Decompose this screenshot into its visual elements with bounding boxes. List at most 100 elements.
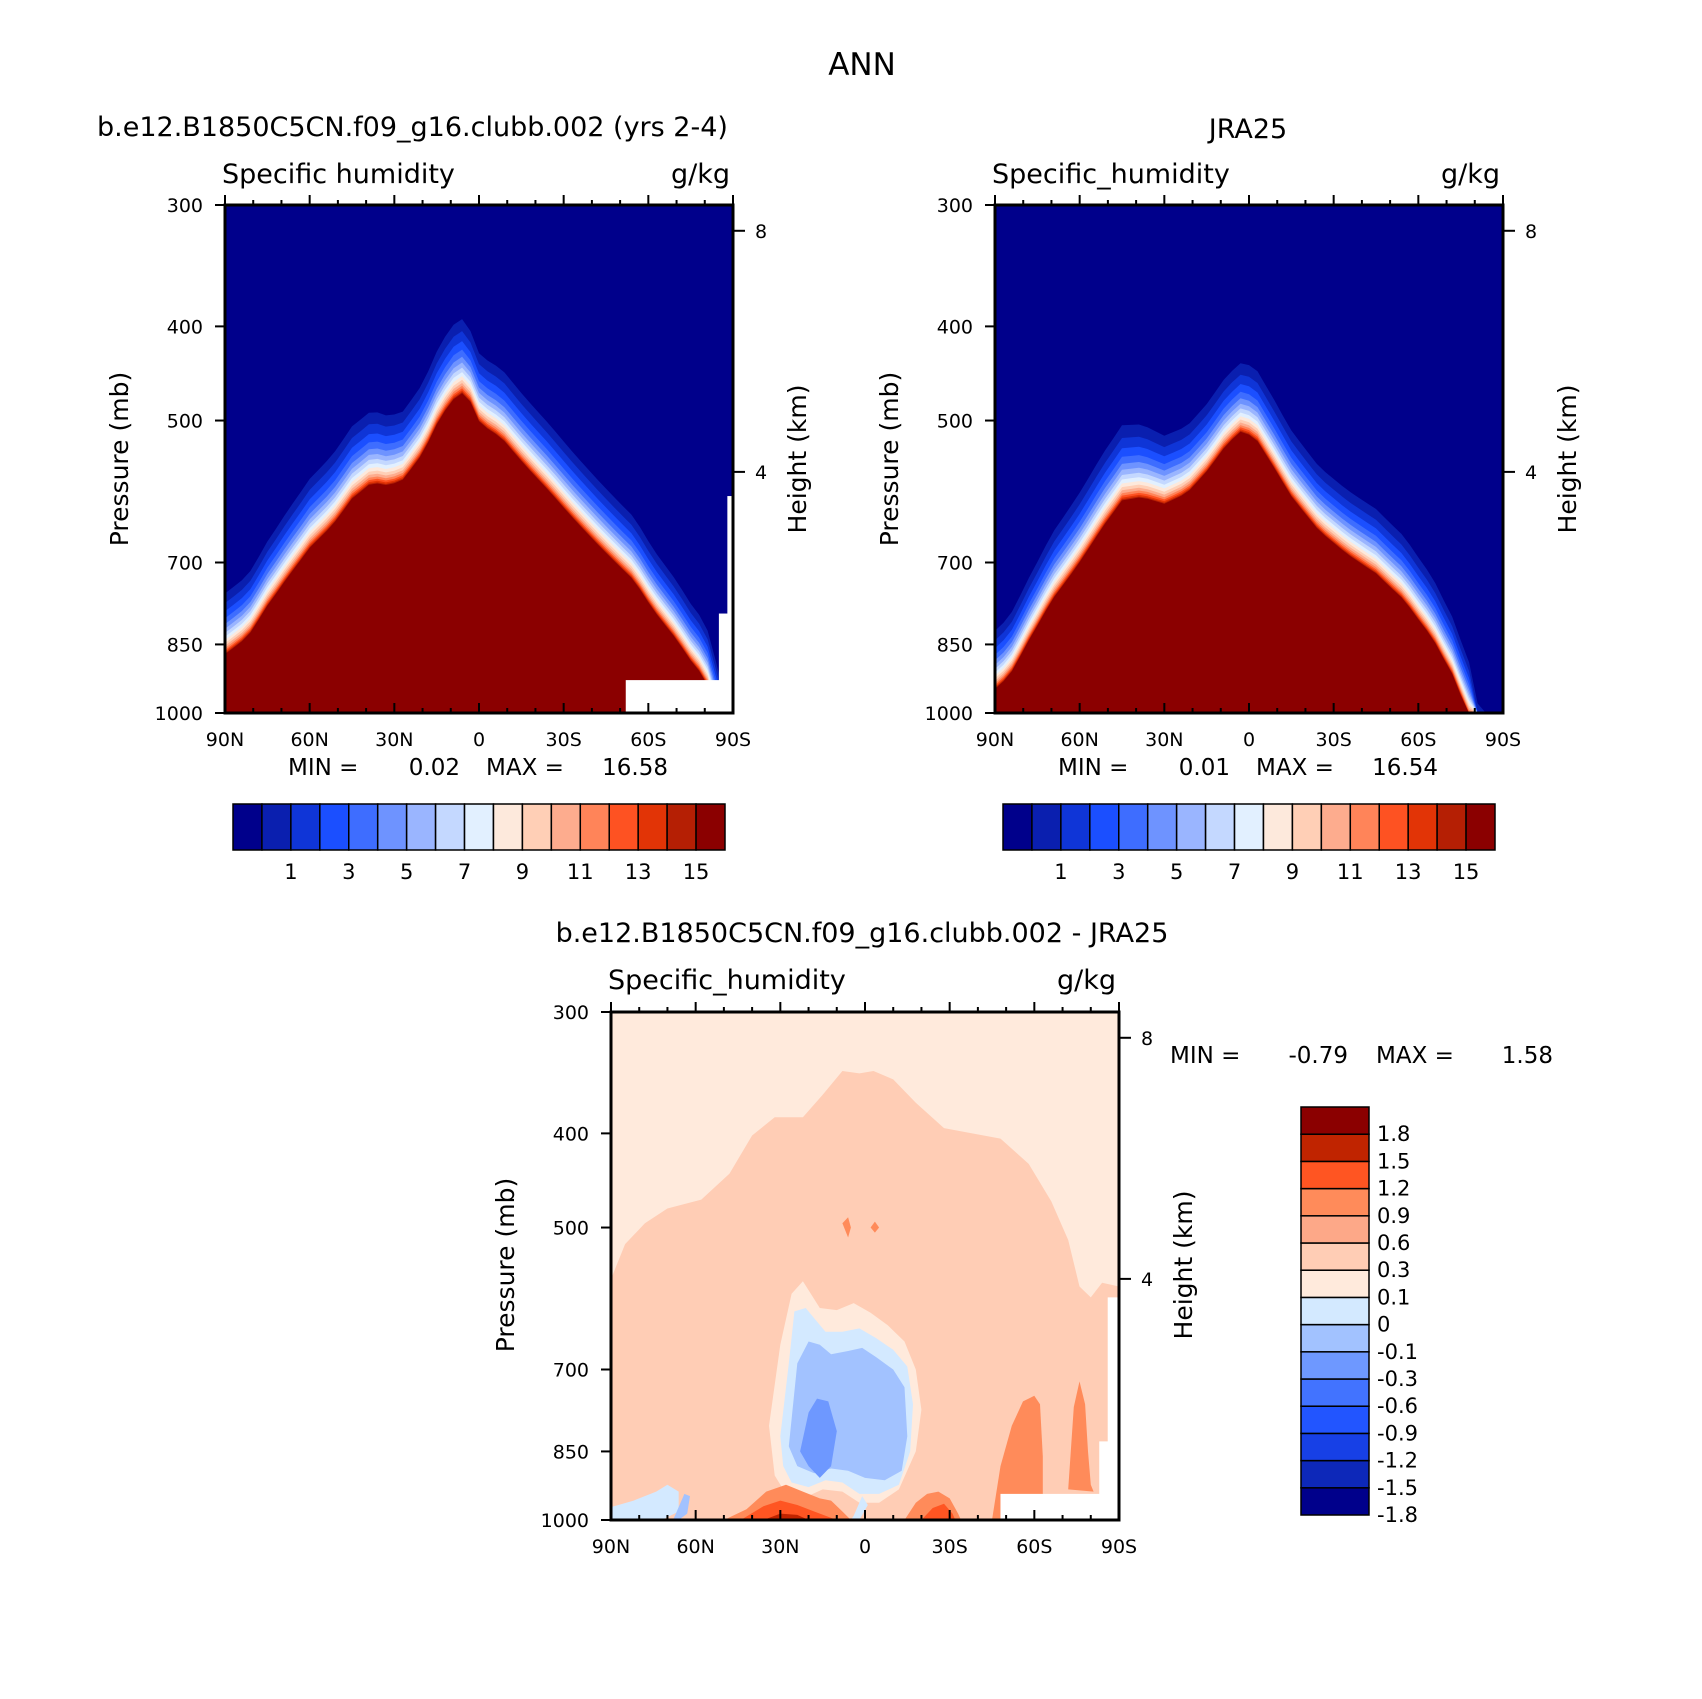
colorbar-box: [695, 803, 726, 851]
colorbar-label: 0.9: [1377, 1204, 1410, 1228]
panel-obs-units: g/kg: [1441, 159, 1500, 190]
colorbar-box: [232, 803, 263, 851]
contour-band-16: [225, 393, 733, 714]
colorbar-box: [1233, 803, 1265, 851]
y-tick-label: 700: [167, 553, 203, 575]
x-tick-label: 0: [859, 1536, 871, 1558]
figure-title: ANN: [828, 47, 896, 83]
panel-diff: b.e12.B1850C5CN.f09_g16.clubb.002 - JRA2…: [491, 918, 1553, 1558]
colorbar-box: [1300, 1459, 1370, 1489]
colorbar-box: [1175, 803, 1207, 851]
panel-obs-title: JRA25: [1207, 114, 1287, 145]
colorbar-box: [666, 803, 697, 851]
colorbar-box: [608, 803, 639, 851]
y-tick-label: 1000: [925, 703, 973, 725]
panel-model-min-label: MIN =: [288, 755, 358, 781]
colorbar-box: [376, 803, 408, 851]
panel-model-min-value: 0.02: [409, 755, 460, 781]
missing-data-mask-2: [1099, 1441, 1120, 1521]
x-tick-label: 30S: [932, 1536, 968, 1558]
y-tick-label: 300: [167, 195, 203, 217]
y-tick-label: 500: [937, 411, 973, 433]
panel-diff-min-value: -0.79: [1288, 1043, 1348, 1069]
colorbar-box: [492, 803, 524, 851]
colorbar-box: [1300, 1296, 1370, 1326]
y-tick-label: 400: [553, 1123, 589, 1145]
colorbar-box: [1300, 1269, 1370, 1299]
colorbar-box: [521, 803, 553, 851]
panel-obs-axes: 90N 60N 30N 0 30S 60S 90S 300 400 500 700 850 1000 8 4: [925, 195, 1537, 751]
panel-obs-min-value: 0.01: [1179, 755, 1230, 781]
colorbar-label: 7: [458, 860, 471, 884]
colorbar-box: [405, 803, 437, 851]
colorbar-label: 0.3: [1377, 1258, 1410, 1282]
colorbar-label: 0: [1377, 1313, 1390, 1337]
panel-obs-ylabel: Pressure (mb): [875, 372, 904, 546]
colorbar-label: 0.6: [1377, 1231, 1410, 1255]
contour-region-10: [921, 1503, 956, 1520]
y-tick-label: 400: [167, 316, 203, 338]
x-tick-label: 60S: [1016, 1536, 1052, 1558]
contour-region-16: [850, 1496, 868, 1520]
colorbar-label: 13: [625, 860, 652, 884]
x-tick-label: 30S: [546, 729, 582, 751]
colorbar-box: [1089, 803, 1120, 851]
colorbar-box: [463, 803, 495, 851]
contour-region-15: [673, 1493, 690, 1520]
contour-band-16: [995, 431, 1503, 714]
y-tick-label: 1000: [155, 703, 203, 725]
panel-diff-title: b.e12.B1850C5CN.f09_g16.clubb.002 - JRA2…: [556, 918, 1169, 949]
contour-region-14: [611, 1484, 679, 1520]
colorbar-label: 1: [1054, 860, 1067, 884]
panel-diff-left-string: Specific_humidity: [608, 965, 846, 996]
y-tick-label: 850: [553, 1441, 589, 1463]
y-tick-label: 500: [553, 1218, 589, 1240]
colorbar-box: [434, 803, 466, 851]
height-tick-label: 4: [755, 462, 767, 484]
y-tick-label: 400: [937, 316, 973, 338]
panel-obs-ylabel-right: Height (km): [1553, 385, 1582, 534]
colorbar-label: -0.9: [1377, 1421, 1418, 1445]
panel-diff-units: g/kg: [1057, 965, 1116, 996]
colorbar-box: [319, 803, 350, 851]
contour-region-12: [842, 1217, 851, 1238]
colorbar-label: -0.1: [1377, 1340, 1418, 1364]
colorbar-label: 11: [567, 860, 594, 884]
y-tick-label: 700: [937, 553, 973, 575]
panel-diff-max-value: 1.58: [1502, 1043, 1553, 1069]
colorbar-box: [1300, 1215, 1370, 1244]
colorbar-box: [1002, 803, 1033, 851]
panel-model-max-label: MAX =: [486, 755, 564, 781]
colorbar-box: [550, 803, 582, 851]
colorbar-label: 3: [1112, 860, 1125, 884]
colorbar-box: [1031, 803, 1062, 851]
panel-obs-min-label: MIN =: [1058, 755, 1128, 781]
missing-data-mask-1: [727, 496, 734, 714]
panel-obs: JRA25 Specific_humidity g/kg 90N 60N 30N 0 3…: [875, 114, 1582, 884]
x-tick-label: 30N: [375, 729, 413, 751]
colorbar-box: [1300, 1323, 1370, 1353]
colorbar-box: [637, 803, 668, 851]
colorbar-label: 1.8: [1377, 1122, 1410, 1146]
colorbar-box: [348, 803, 379, 851]
contour-region-9: [740, 1500, 837, 1520]
panel-model-max-value: 16.58: [602, 755, 668, 781]
colorbar-box: [1300, 1432, 1370, 1462]
height-tick-label: 4: [1525, 462, 1537, 484]
panel-diff-plot: [611, 1012, 1120, 1521]
panel-model: b.e12.B1850C5CN.f09_g16.clubb.002 (yrs 2…: [97, 112, 812, 884]
colorbar-label: 5: [400, 860, 413, 884]
colorbar-box: [1300, 1487, 1370, 1516]
x-tick-label: 90N: [206, 729, 244, 751]
x-tick-label: 30N: [761, 1536, 799, 1558]
colorbar-label: 5: [1170, 860, 1183, 884]
colorbar-label: 1: [284, 860, 297, 884]
x-tick-label: 90S: [1101, 1536, 1137, 1558]
colorbar-box: [1300, 1351, 1370, 1380]
panel-model-colorbar: 1 3 5 7 9 11 13 15: [232, 803, 726, 884]
colorbar-box: [1300, 1160, 1370, 1190]
y-tick-label: 1000: [541, 1510, 589, 1532]
colorbar-label: -1.5: [1377, 1476, 1418, 1500]
panel-diff-ylabel-right: Height (km): [1169, 1191, 1198, 1340]
